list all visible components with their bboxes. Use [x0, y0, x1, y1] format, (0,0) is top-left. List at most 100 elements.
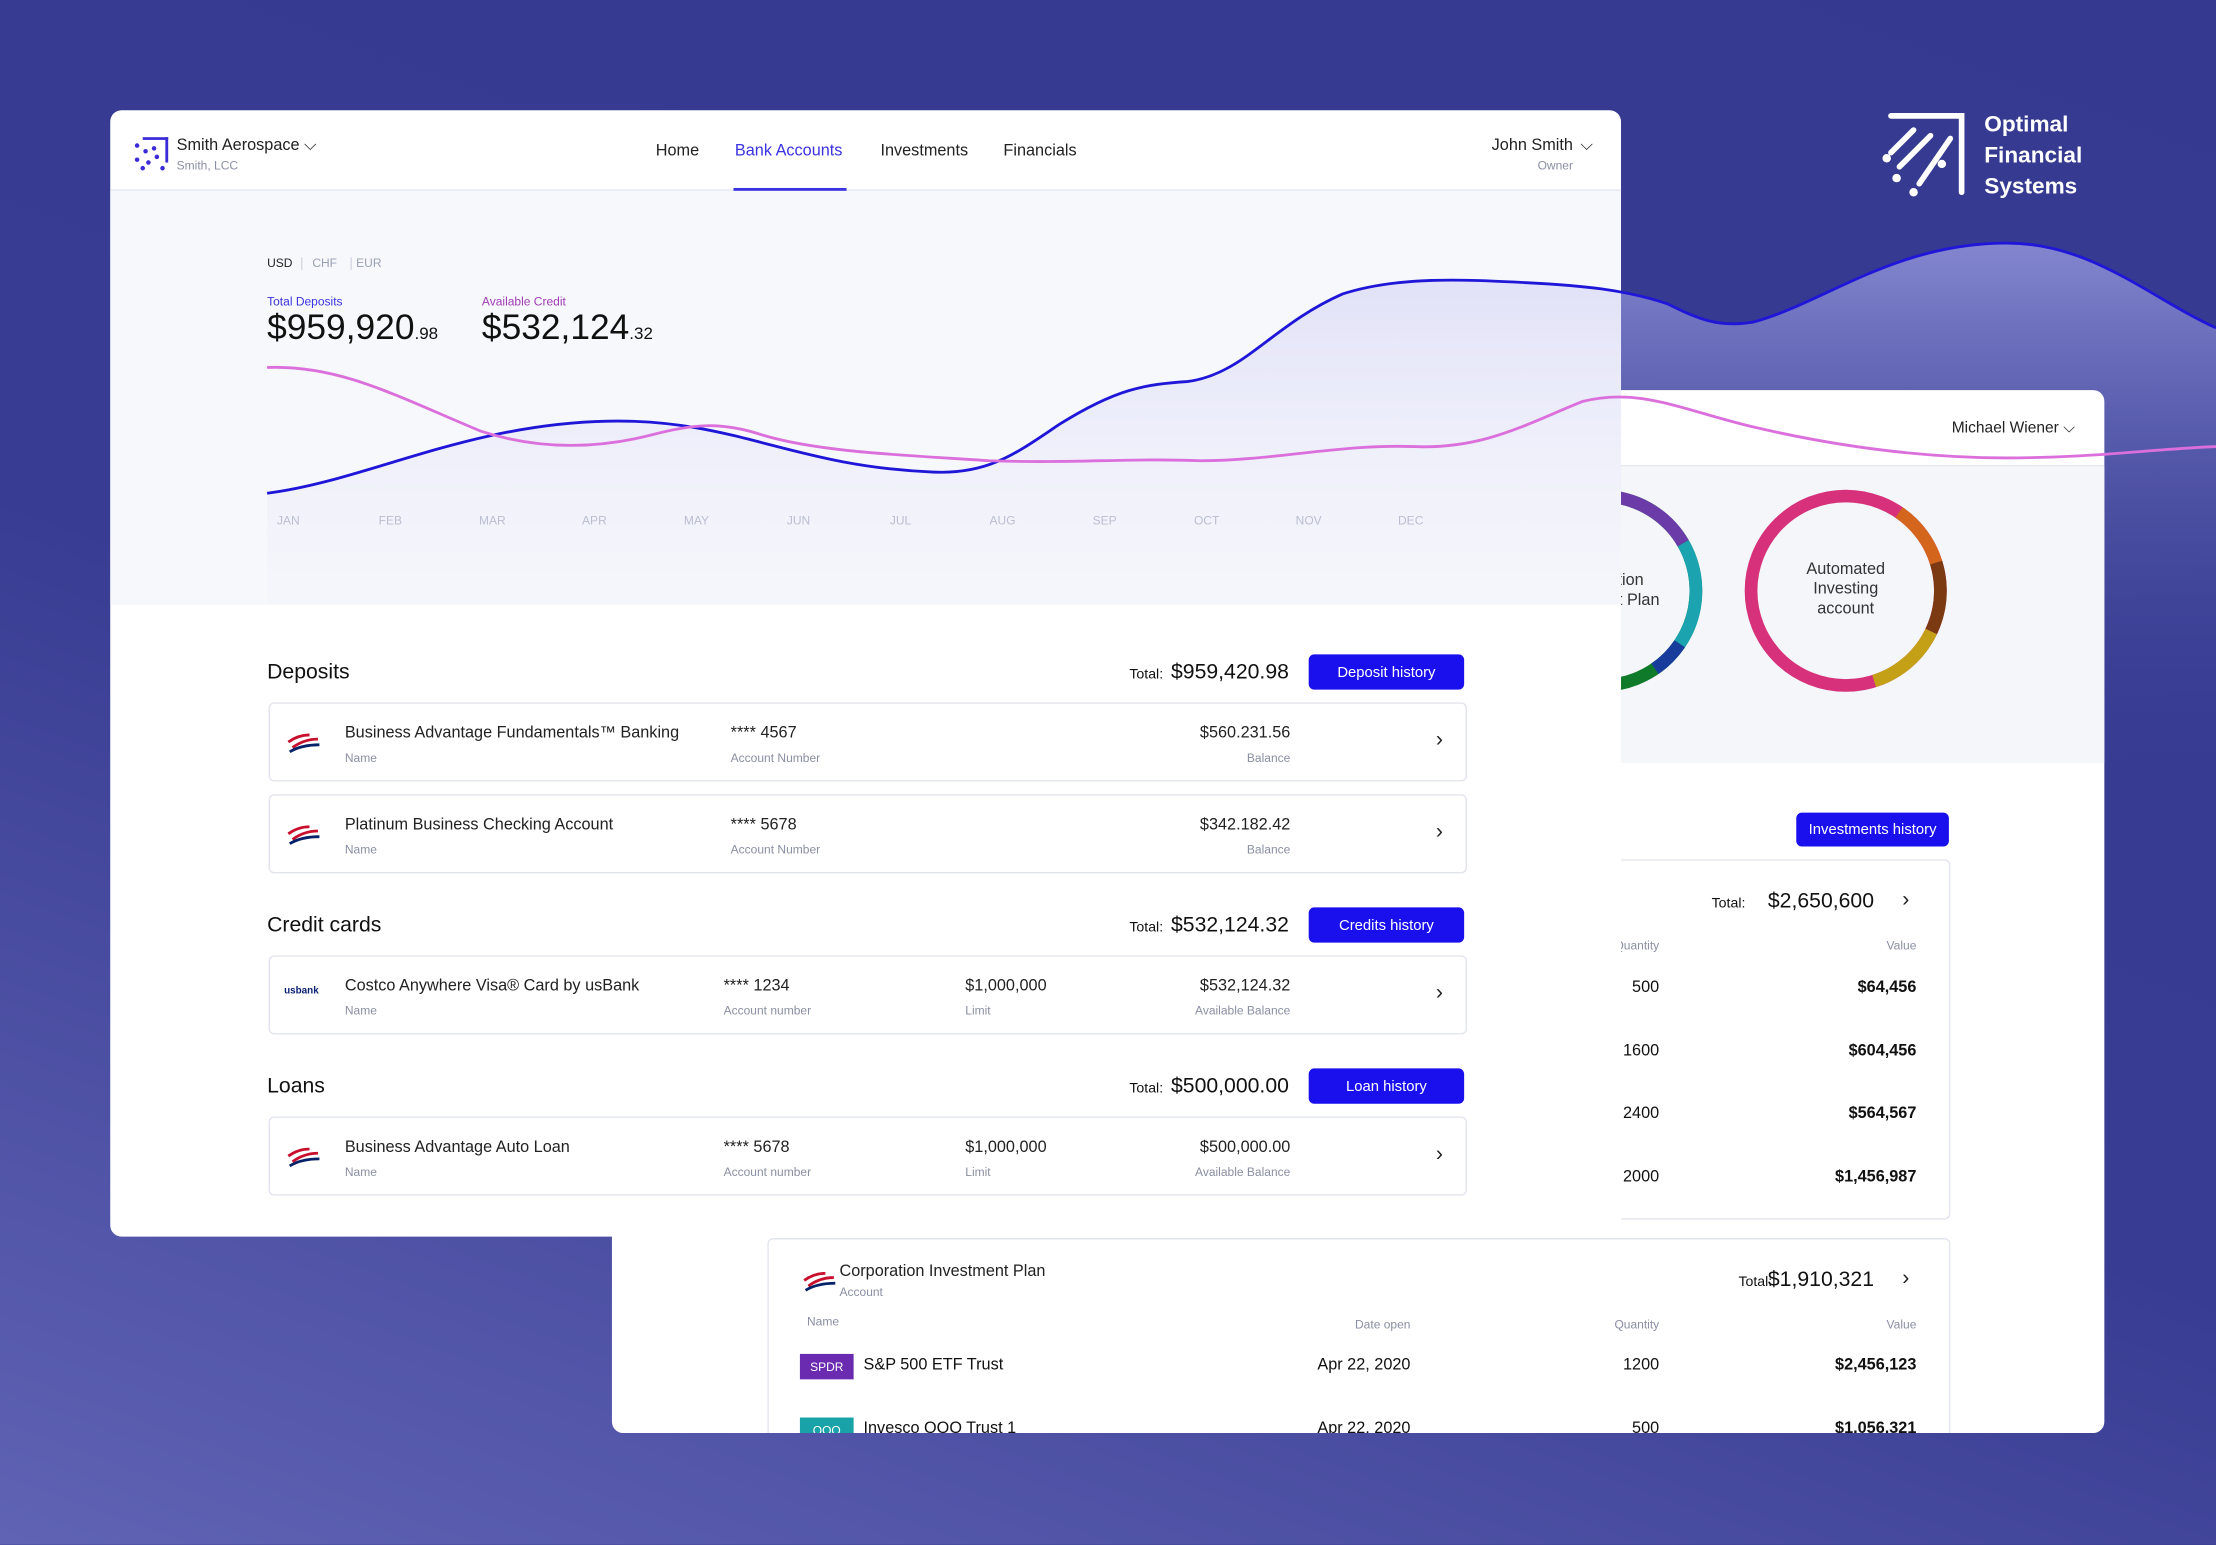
- history-button[interactable]: Deposit history: [1308, 654, 1465, 690]
- section-total-label: Total:: [1129, 1081, 1164, 1097]
- accounts: Deposits $959,420.98 Total: Deposit history…: [110, 110, 1621, 1236]
- row-chevron[interactable]: ›: [1435, 1141, 1443, 1166]
- row-label: Name: [344, 1003, 377, 1018]
- column-header: Value: [1886, 1317, 1917, 1332]
- row-label: Name: [344, 750, 377, 765]
- cell: $2,456,123: [1835, 1356, 1917, 1374]
- table-total-label: Total:: [1738, 1274, 1773, 1291]
- section-title: Credit cards: [267, 912, 382, 937]
- history-button[interactable]: Credits history: [1308, 907, 1465, 943]
- row-chevron[interactable]: ›: [1435, 727, 1443, 752]
- user-role: Owner: [1537, 158, 1573, 173]
- donut-label-line: account: [1817, 600, 1875, 618]
- cell: Apr 22, 2020: [1317, 1419, 1411, 1434]
- row-amount: $500,000.00: [1199, 1139, 1291, 1157]
- row-amount-label: Balance: [1246, 842, 1291, 857]
- section-title: Deposits: [267, 659, 350, 685]
- cell: 1600: [1623, 1042, 1660, 1060]
- cell: 2400: [1623, 1105, 1660, 1123]
- row-label: Account number: [723, 1003, 812, 1018]
- cell: 2000: [1623, 1168, 1660, 1186]
- user-menu[interactable]: Michael Wiener ⌵: [1951, 419, 2075, 437]
- nav-item[interactable]: Investments: [880, 142, 969, 160]
- row-amount-label: Available Balance: [1195, 1164, 1291, 1179]
- table-total: $1,910,321: [1767, 1267, 1874, 1292]
- bank-logo: [287, 1147, 320, 1168]
- table-chevron[interactable]: ›: [1902, 887, 1910, 912]
- section-total-label: Total:: [1129, 667, 1164, 683]
- ticker-badge: SPDR: [799, 1353, 854, 1380]
- account-row[interactable]: Platinum Business Checking Account Name **…: [268, 794, 1467, 874]
- user-name: Michael Wiener: [1951, 419, 2059, 437]
- row-label: Limit: [965, 1164, 991, 1179]
- plan-table: Corporation Investment Plan Account $1,910…: [767, 1238, 1951, 1434]
- row-value: **** 4567: [730, 725, 797, 742]
- donut-segment: [1744, 489, 1947, 692]
- column-header: Date open: [1354, 1317, 1411, 1332]
- cell: $1,056,321: [1835, 1419, 1917, 1434]
- row-amount: $560.231.56: [1199, 725, 1291, 742]
- brand-line: Financial: [1984, 144, 2083, 169]
- row-amount: $532,124.32: [1199, 977, 1291, 995]
- row-label: Account Number: [730, 842, 821, 857]
- cell: $64,456: [1857, 979, 1917, 997]
- bank-logo: usbank: [284, 986, 319, 997]
- account-row[interactable]: Business Advantage Auto Loan Name **** 567…: [268, 1116, 1467, 1196]
- table-chevron[interactable]: ›: [1902, 1266, 1910, 1291]
- bank-accounts-panel: Smith Aerospace ⌵ Smith, LCC Home Bank Ac…: [110, 110, 1622, 1237]
- row-label: Name: [344, 1164, 377, 1179]
- cell: $564,567: [1848, 1105, 1917, 1123]
- bank-logo: [287, 733, 320, 754]
- table-total-label: Total:: [1711, 896, 1746, 912]
- ticker-badge: QQQ: [799, 1416, 854, 1434]
- cell: 500: [1632, 979, 1660, 997]
- donut-segment: [1500, 489, 1703, 692]
- history-button[interactable]: Loan history: [1308, 1068, 1465, 1104]
- row-amount: $342.182.42: [1199, 816, 1291, 834]
- donut-label-line: Automated: [1806, 561, 1886, 579]
- company-switcher[interactable]: Smith Aerospace ⌵: [176, 137, 317, 155]
- row-value: **** 5678: [730, 816, 797, 834]
- row-value: **** 1234: [723, 977, 790, 995]
- cell: $1,456,987: [1835, 1168, 1917, 1186]
- user-name[interactable]: John Smith: [1491, 137, 1573, 155]
- company-sub: Smith, LCC: [176, 158, 239, 173]
- brand-line: Systems: [1984, 175, 2078, 200]
- column-header: Quantity: [1614, 938, 1660, 953]
- row-amount-label: Balance: [1246, 750, 1291, 765]
- account-row[interactable]: usbank Costco Anywhere Visa® Card by usBa…: [268, 955, 1467, 1035]
- section-total: $959,420.98: [1171, 659, 1289, 685]
- bank-logo: [287, 825, 320, 845]
- brand-name: Optimal Financial Systems: [1984, 110, 2082, 203]
- brand-line: Optimal: [1984, 113, 2069, 138]
- row-label: Name: [344, 842, 377, 857]
- cell: 1200: [1623, 1356, 1660, 1374]
- bank-logo: [803, 1271, 836, 1292]
- cell: $604,456: [1848, 1042, 1917, 1060]
- donut-label-line: Investing: [1813, 580, 1879, 598]
- user-chevron[interactable]: ⌵: [1580, 137, 1593, 155]
- holding-name: S&P 500 ETF Trust: [863, 1356, 1004, 1374]
- section-total-label: Total:: [1129, 920, 1164, 936]
- column-header: Quantity: [1614, 1317, 1660, 1332]
- row-label: Limit: [965, 1003, 991, 1018]
- account-row[interactable]: Business Advantage Fundamentals™ Banking…: [268, 702, 1467, 782]
- row-value: $1,000,000: [965, 1139, 1047, 1157]
- nav-item[interactable]: Bank Accounts: [734, 142, 843, 160]
- table-total: $2,650,600: [1767, 888, 1874, 913]
- row-chevron[interactable]: ›: [1435, 819, 1443, 844]
- nav-item[interactable]: Financials: [1003, 142, 1077, 160]
- row-amount-label: Available Balance: [1195, 1003, 1291, 1018]
- nav-item[interactable]: Home: [655, 142, 700, 160]
- plan-name: Corporation Investment Plan: [839, 1263, 1046, 1281]
- row-chevron[interactable]: ›: [1435, 980, 1443, 1005]
- row-value: **** 5678: [723, 1139, 790, 1157]
- row-label: Account Number: [730, 750, 821, 765]
- nav: Home Bank Accounts Investments Financials: [110, 110, 1621, 191]
- row-value: Platinum Business Checking Account: [344, 816, 614, 834]
- company-name: Smith Aerospace: [176, 137, 300, 155]
- cell: Apr 22, 2020: [1317, 1356, 1411, 1374]
- company-logo: [134, 137, 169, 171]
- investments-history-button[interactable]: Investments history: [1796, 812, 1949, 847]
